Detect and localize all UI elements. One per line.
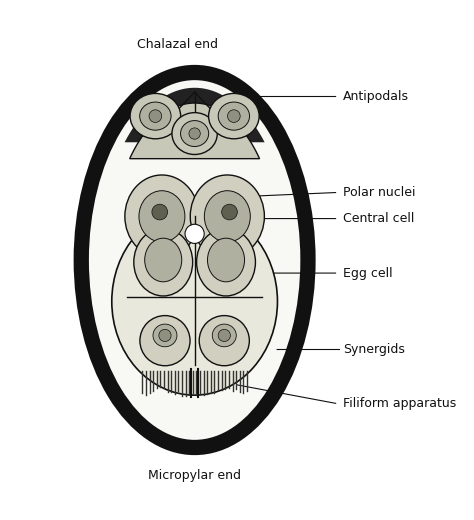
Ellipse shape: [172, 113, 217, 154]
Ellipse shape: [197, 228, 255, 296]
Circle shape: [189, 128, 201, 139]
Ellipse shape: [190, 175, 264, 258]
Ellipse shape: [112, 207, 277, 395]
Circle shape: [149, 110, 162, 122]
Ellipse shape: [139, 191, 185, 242]
Text: Filiform apparatus: Filiform apparatus: [343, 397, 456, 410]
Ellipse shape: [181, 121, 209, 147]
Ellipse shape: [145, 238, 182, 282]
Ellipse shape: [199, 316, 249, 366]
Circle shape: [152, 204, 168, 220]
Ellipse shape: [209, 94, 259, 139]
Circle shape: [159, 329, 171, 342]
Text: Polar nuclei: Polar nuclei: [343, 186, 415, 199]
Ellipse shape: [130, 94, 181, 139]
Ellipse shape: [81, 72, 308, 448]
Ellipse shape: [208, 238, 245, 282]
Text: Egg cell: Egg cell: [343, 267, 392, 280]
Ellipse shape: [99, 88, 291, 432]
Circle shape: [228, 110, 240, 122]
Circle shape: [185, 224, 204, 243]
Text: Synergids: Synergids: [343, 343, 405, 356]
Circle shape: [222, 204, 237, 220]
Ellipse shape: [153, 324, 177, 347]
Ellipse shape: [204, 191, 250, 242]
Ellipse shape: [218, 102, 249, 130]
Text: Central cell: Central cell: [343, 212, 414, 225]
Ellipse shape: [125, 175, 199, 258]
Text: Micropylar end: Micropylar end: [148, 469, 241, 482]
Text: Chalazal end: Chalazal end: [137, 38, 218, 51]
Text: Antipodals: Antipodals: [343, 90, 409, 103]
Ellipse shape: [140, 102, 171, 130]
Ellipse shape: [140, 316, 190, 366]
Polygon shape: [125, 88, 264, 142]
Circle shape: [218, 329, 230, 342]
Ellipse shape: [212, 324, 236, 347]
Ellipse shape: [134, 228, 192, 296]
Polygon shape: [130, 103, 260, 159]
